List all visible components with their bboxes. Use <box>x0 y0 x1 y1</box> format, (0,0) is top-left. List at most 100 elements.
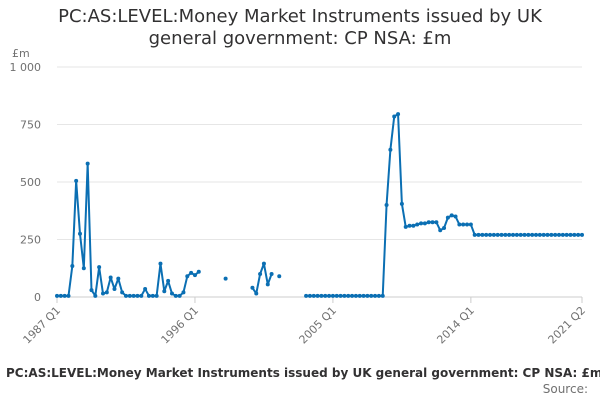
data-point <box>181 290 186 295</box>
data-point <box>457 222 462 227</box>
y-tick-label: 0 <box>34 291 41 304</box>
data-point <box>415 222 420 227</box>
data-point <box>97 265 102 270</box>
data-point <box>365 293 370 298</box>
data-point <box>549 232 554 237</box>
data-point <box>135 293 140 298</box>
data-point <box>338 293 343 298</box>
data-point <box>311 293 316 298</box>
data-point <box>384 203 389 207</box>
data-point <box>304 293 309 298</box>
chart-title-line-2: general government: CP NSA: £m <box>148 28 452 49</box>
data-point <box>81 266 86 271</box>
data-point <box>185 274 190 279</box>
data-point <box>545 232 550 237</box>
data-point <box>438 228 443 233</box>
y-axis-ticks: 0 250 500 750 1 000 <box>10 61 42 304</box>
data-point <box>150 293 155 298</box>
data-point <box>74 178 79 183</box>
data-point <box>100 291 105 296</box>
data-point <box>250 285 255 290</box>
data-point <box>373 293 378 298</box>
data-point <box>315 293 320 298</box>
data-point <box>388 147 393 152</box>
data-point <box>530 232 535 237</box>
data-point <box>445 215 450 220</box>
data-point <box>112 286 117 291</box>
data-point <box>564 232 569 237</box>
x-tick-label: 2014 Q1 <box>434 304 477 347</box>
data-point <box>488 232 493 237</box>
data-point <box>434 220 439 225</box>
data-point <box>120 290 125 295</box>
data-point <box>116 276 121 281</box>
data-point <box>192 273 197 278</box>
data-point <box>396 112 401 117</box>
data-point <box>499 232 504 237</box>
data-point <box>108 275 113 280</box>
data-point <box>85 161 90 166</box>
data-point <box>277 274 282 279</box>
data-point <box>468 222 473 227</box>
data-point <box>380 293 385 298</box>
data-point <box>77 231 82 236</box>
data-point <box>503 232 508 237</box>
data-point <box>522 232 527 237</box>
data-point <box>411 223 416 228</box>
data-point <box>426 220 431 225</box>
y-tick-label: 500 <box>20 176 41 189</box>
data-point <box>465 222 470 227</box>
data-point <box>430 220 435 225</box>
data-point <box>89 288 94 293</box>
x-tick-label: 2005 Q1 <box>296 304 339 347</box>
data-point <box>514 232 519 237</box>
data-point <box>131 293 136 298</box>
data-point <box>419 221 424 226</box>
footer-title: PC:AS:LEVEL:Money Market Instruments iss… <box>6 366 600 380</box>
series-line-segment <box>57 162 200 297</box>
data-point <box>476 232 481 237</box>
data-point <box>93 293 98 298</box>
data-point <box>572 232 577 237</box>
x-tick-label: 2021 Q2 <box>546 304 589 347</box>
x-axis-ticks: 1987 Q1 1996 Q1 2005 Q1 2014 Q1 2021 Q2 <box>21 297 589 347</box>
data-point <box>189 270 194 275</box>
data-point <box>495 232 500 237</box>
data-point <box>537 232 542 237</box>
data-point <box>334 293 339 298</box>
gridlines <box>57 66 582 298</box>
data-point <box>399 201 404 206</box>
data-point <box>407 223 412 228</box>
data-point <box>143 286 148 291</box>
data-point <box>158 261 163 266</box>
data-point <box>269 272 274 276</box>
data-point <box>580 232 584 237</box>
data-point <box>461 222 466 227</box>
data-point <box>173 293 178 298</box>
series-points <box>55 112 584 298</box>
data-point <box>376 293 381 298</box>
y-tick-label: 1 000 <box>10 61 42 74</box>
y-axis-unit-label: £m <box>12 47 30 60</box>
data-point <box>196 269 201 274</box>
data-point <box>576 232 581 237</box>
chart-title-line-1: PC:AS:LEVEL:Money Market Instruments iss… <box>58 6 542 27</box>
data-point <box>330 293 335 298</box>
data-point <box>449 213 454 218</box>
data-point <box>369 293 374 298</box>
data-point <box>361 293 366 298</box>
data-point <box>534 232 539 237</box>
x-tick-label: 1996 Q1 <box>159 304 202 347</box>
data-point <box>491 232 496 237</box>
data-point <box>319 293 324 298</box>
data-point <box>139 293 144 298</box>
x-tick-label: 1987 Q1 <box>21 304 64 347</box>
series-line-segment <box>306 113 582 297</box>
series-line-segment <box>251 262 273 295</box>
data-point <box>223 276 228 281</box>
data-point <box>62 293 67 298</box>
series-line <box>57 113 582 297</box>
data-point <box>55 293 59 298</box>
data-point <box>568 232 573 237</box>
